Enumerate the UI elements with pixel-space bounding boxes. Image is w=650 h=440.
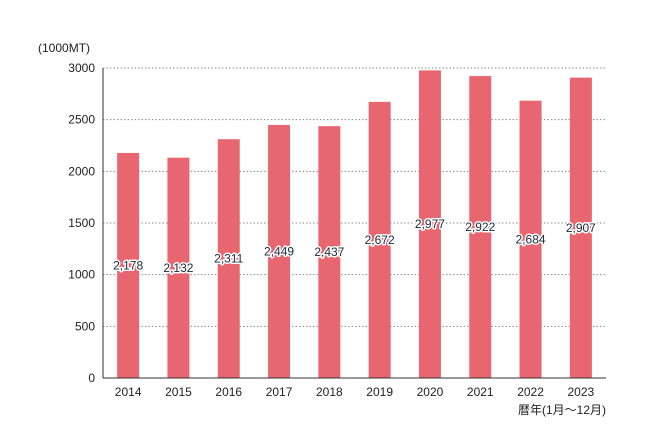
x-tick-label: 2021: [467, 385, 494, 399]
y-tick-label: 1000: [68, 268, 95, 282]
data-label-2023: 2,907: [566, 221, 596, 235]
x-tick-label: 2015: [165, 385, 192, 399]
data-label-2015: 2,132: [163, 261, 193, 275]
x-tick-label: 2014: [115, 385, 142, 399]
x-tick-label: 2023: [567, 385, 594, 399]
data-label-2017: 2,449: [264, 244, 294, 258]
bar-2019: [368, 101, 391, 378]
y-tick-label: 2000: [68, 164, 95, 178]
data-label-halo: 2,311: [214, 252, 243, 266]
bar-2021: [469, 76, 492, 378]
data-label-halo: 2,684: [516, 232, 546, 246]
data-label-2019: 2,672: [365, 233, 395, 247]
data-label-halo: 2,977: [415, 217, 445, 231]
bar-2018: [318, 126, 341, 378]
bar-2017: [268, 124, 291, 378]
y-tick-label: 3000: [68, 61, 95, 75]
bar-2022: [519, 100, 542, 379]
data-label-2022: 2,684: [516, 232, 546, 246]
x-tick-label: 2019: [366, 385, 393, 399]
y-tick-label: 500: [75, 319, 95, 333]
y-axis-unit-label: (1000MT): [38, 41, 90, 55]
data-label-2020: 2,977: [415, 217, 445, 231]
data-label-2014: 2,178: [113, 258, 143, 272]
bar-2015: [167, 157, 190, 378]
data-label-halo: 2,907: [566, 221, 596, 235]
x-tick-label: 2017: [266, 385, 293, 399]
x-tick-label: 2022: [517, 385, 544, 399]
x-axis-label: 暦年(1月〜12月): [518, 403, 606, 417]
x-tick-label: 2016: [215, 385, 242, 399]
data-label-halo: 2,449: [264, 244, 294, 258]
y-tick-label: 2500: [68, 113, 95, 127]
bars: [117, 70, 592, 379]
y-tick-label: 1500: [68, 216, 95, 230]
x-tick-label: 2018: [316, 385, 343, 399]
bar-2023: [569, 77, 592, 379]
data-label-halo: 2,922: [465, 220, 495, 234]
data-label-halo: 2,132: [163, 261, 193, 275]
data-label-2018: 2,437: [314, 245, 344, 259]
data-label-halo: 2,178: [113, 258, 143, 272]
data-label-halo: 2,437: [314, 245, 344, 259]
x-tick-label: 2020: [417, 385, 444, 399]
data-label-halo: 2,672: [365, 233, 395, 247]
bar-2014: [117, 152, 140, 378]
bar-2016: [217, 139, 240, 378]
y-tick-label: 0: [88, 371, 95, 385]
axes: 0 500 1000 1500 2000 2500 3000 2014 2015 2016 2017…: [68, 61, 606, 399]
bar-2020: [418, 70, 441, 379]
data-label-2021: 2,922: [465, 220, 495, 234]
data-label-2016: 2,311: [214, 252, 243, 266]
